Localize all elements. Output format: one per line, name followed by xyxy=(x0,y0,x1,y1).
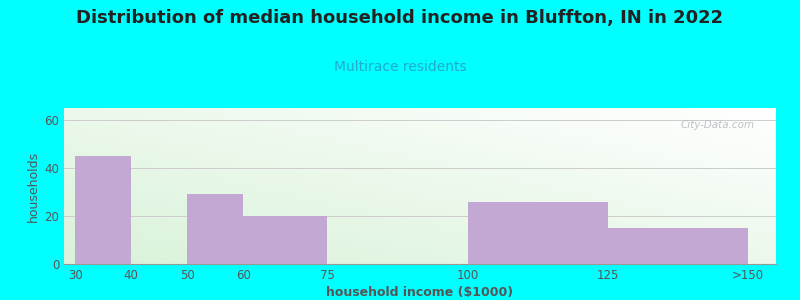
Y-axis label: households: households xyxy=(27,150,40,222)
Bar xyxy=(187,194,243,264)
Text: City-Data.com: City-Data.com xyxy=(681,121,754,130)
Text: Distribution of median household income in Bluffton, IN in 2022: Distribution of median household income … xyxy=(77,9,723,27)
Text: Multirace residents: Multirace residents xyxy=(334,60,466,74)
Bar xyxy=(243,216,327,264)
Bar xyxy=(75,156,131,264)
Bar xyxy=(468,202,608,264)
X-axis label: household income ($1000): household income ($1000) xyxy=(326,286,514,299)
Bar xyxy=(608,228,748,264)
